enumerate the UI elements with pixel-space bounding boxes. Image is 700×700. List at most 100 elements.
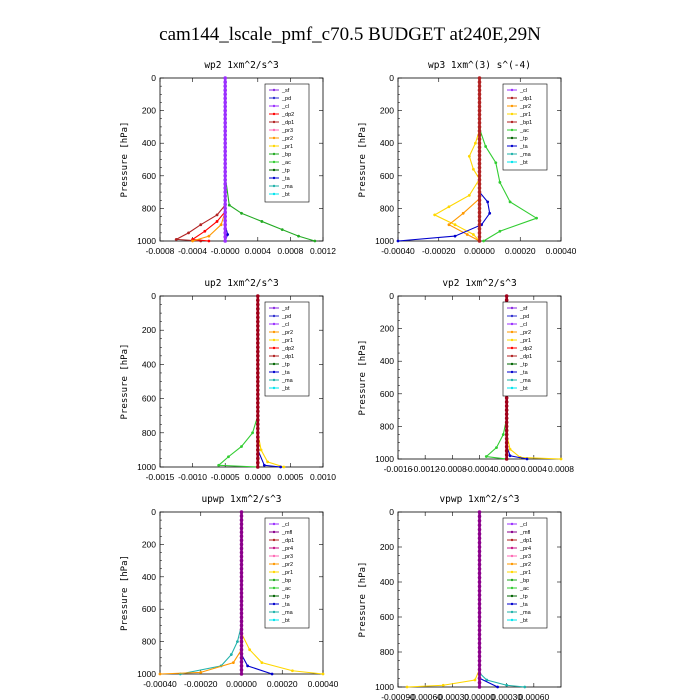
series-marker [187, 231, 190, 235]
series-marker [215, 220, 219, 223]
profile-marker [255, 460, 260, 465]
profile-marker [477, 210, 482, 215]
profile-marker [477, 108, 482, 113]
y-axis-label: Pressure [hPa] [358, 340, 368, 416]
legend-marker [510, 370, 514, 374]
profile-marker [239, 619, 244, 624]
profile-marker [239, 664, 244, 668]
series-marker [508, 200, 512, 204]
profile-marker [239, 526, 244, 530]
profile-marker [255, 311, 260, 315]
profile-marker [477, 623, 482, 628]
x-tick-label: -0.0004 [178, 246, 207, 256]
legend-marker [510, 152, 514, 156]
legend-entry: _pd [519, 314, 529, 320]
profile-marker [504, 404, 509, 408]
profile-marker [239, 566, 244, 571]
panel-title: up2 1xm^2/s^3 [204, 278, 278, 289]
panel-title: vpwp 1xm^2/s^3 [439, 494, 519, 505]
profile-marker [477, 523, 482, 527]
profile-marker [255, 413, 260, 418]
profile-marker [223, 112, 227, 117]
profile-marker [477, 527, 482, 532]
series-marker [453, 223, 457, 227]
chart-panel-5: vpwp 1xm^2/s^3 Pressure [hPa] 0 200 400 600 80… [358, 494, 562, 700]
profile-marker [477, 584, 482, 589]
profile-marker [255, 439, 260, 444]
legend: _sf _pd _cl _pr2 _pr1 _dp2 _dp1 _tp _ta _ma _bt [264, 301, 310, 397]
profile-marker [223, 153, 227, 158]
series-marker [467, 154, 471, 158]
y-tick-label: 400 [142, 572, 156, 582]
profile-marker [477, 88, 482, 93]
legend: _cl _dp1 _pr2 _pr1 _bp1 _ac _tp _ta _ma _bt [502, 83, 548, 171]
legend-marker [510, 128, 514, 132]
profile-marker [255, 418, 260, 422]
y-tick-label: 0 [151, 291, 156, 301]
profile-marker [477, 226, 482, 231]
profile-marker [477, 186, 482, 190]
series-line [447, 78, 481, 242]
y-axis-label: Pressure [hPa] [358, 122, 368, 198]
profile-marker [255, 371, 260, 375]
legend-entry: _bp [281, 152, 291, 158]
profile-marker [477, 214, 482, 219]
series-line [174, 78, 226, 242]
series-marker [535, 216, 538, 220]
legend-entry: _pr2 [281, 136, 293, 142]
x-tick-label: 0.00040 [308, 679, 339, 689]
y-tick-label: 600 [142, 394, 156, 404]
series-marker [474, 141, 477, 145]
profile-marker [223, 165, 227, 170]
series-marker [484, 145, 488, 148]
series-line [180, 512, 243, 675]
profile-marker [504, 436, 509, 441]
profile-marker [477, 80, 482, 84]
profile-marker [255, 448, 260, 452]
x-tick-label: -0.0010 [178, 472, 207, 482]
x-tick-label: 0.0000 [494, 464, 520, 474]
profile-marker [255, 298, 260, 303]
legend-entry: _dp2 [281, 346, 294, 352]
series-marker [505, 683, 509, 687]
profile-marker [477, 235, 482, 239]
x-tick-label: 0.0010 [310, 472, 336, 482]
y-axis-label: Pressure [hPa] [120, 344, 130, 420]
series-marker [485, 678, 489, 682]
legend-marker [272, 618, 276, 622]
profile-marker [477, 514, 482, 519]
profile-marker [223, 121, 227, 125]
y-tick-label: 400 [142, 138, 156, 148]
profile-marker [255, 345, 260, 350]
profile-marker [239, 656, 244, 660]
legend-marker [272, 610, 276, 614]
legend-entry: _pr1 [519, 338, 531, 344]
legend-entry: _tp [519, 594, 528, 600]
series-line [159, 512, 243, 675]
profile-marker [255, 431, 260, 435]
profile-marker [504, 420, 509, 425]
profile-marker [223, 145, 227, 150]
legend-marker [510, 594, 514, 598]
series-marker [215, 213, 219, 217]
legend-box [502, 517, 548, 629]
profile-marker [223, 80, 227, 84]
legend-marker [272, 594, 276, 598]
profile-marker [504, 412, 509, 416]
series-marker [484, 455, 488, 458]
profile-marker [477, 567, 482, 571]
profile-marker [255, 349, 260, 354]
series-marker [396, 239, 400, 243]
legend-entry: _pr1 [281, 338, 293, 344]
legend-marker [272, 370, 276, 374]
series-marker [447, 205, 451, 209]
legend-marker [510, 144, 514, 148]
profile-marker [477, 157, 482, 162]
profile-marker [223, 214, 227, 219]
series-marker [260, 661, 264, 665]
profile-marker [223, 178, 227, 182]
profile-marker [223, 239, 227, 243]
legend-entry: _cl [519, 522, 527, 528]
profile-marker [239, 623, 244, 628]
series-line [192, 78, 226, 242]
